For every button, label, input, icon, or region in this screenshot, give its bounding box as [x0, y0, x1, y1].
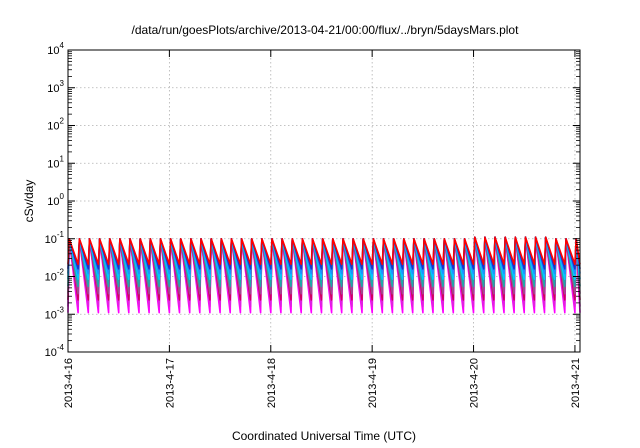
y-tick-label: 100 [47, 192, 64, 208]
y-tick-label: 103 [47, 79, 64, 95]
y-tick-label: 10-1 [45, 230, 65, 246]
x-tick-label: 2013-4-20 [469, 358, 481, 408]
ticks [67, 49, 580, 353]
chart-title: /data/run/goesPlots/archive/2013-04-21/0… [132, 23, 520, 37]
series-group [67, 236, 581, 314]
x-tick-label: 2013-4-18 [266, 358, 278, 408]
grid [68, 50, 580, 352]
series-line [67, 236, 581, 266]
y-tick-labels: 10-4 10-3 10-2 10-1 100 101 102 103 104 [45, 41, 65, 359]
x-tick-labels: 2013-4-16 2013-4-17 2013-4-18 2013-4-19 2013… [63, 358, 582, 408]
y-tick-label: 101 [47, 154, 64, 170]
y-tick-label: 10-4 [45, 343, 65, 359]
x-tick-label: 2013-4-17 [164, 358, 176, 408]
y-tick-label: 102 [47, 117, 64, 133]
x-tick-label: 2013-4-16 [63, 358, 75, 408]
y-tick-label: 10-2 [45, 268, 65, 284]
x-tick-label: 2013-4-21 [570, 358, 582, 408]
x-axis-title: Coordinated Universal Time (UTC) [232, 429, 416, 443]
y-axis-title: cSv/day [22, 180, 36, 223]
y-tick-label: 104 [47, 41, 64, 57]
x-tick-label: 2013-4-19 [367, 358, 379, 408]
y-tick-label: 10-3 [45, 305, 65, 321]
